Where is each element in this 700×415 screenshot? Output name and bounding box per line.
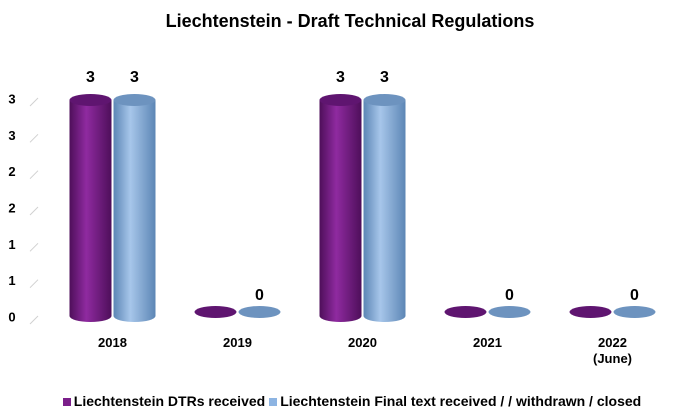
bar xyxy=(113,94,156,322)
y-tick xyxy=(29,242,39,252)
legend-swatch xyxy=(269,398,278,406)
legend: Liechtenstein DTRs received Liechtenstein… xyxy=(0,393,700,409)
data-label: 0 xyxy=(505,287,514,304)
y-tick xyxy=(29,279,39,289)
legend-label: Liechtenstein Final text received / / wi… xyxy=(280,393,642,409)
bar xyxy=(238,306,281,318)
legend-label: Liechtenstein DTRs received xyxy=(73,393,266,409)
bar xyxy=(444,306,487,318)
y-tick xyxy=(29,170,39,180)
bar xyxy=(613,306,656,318)
bar xyxy=(488,306,531,318)
y-tick-label: 0 xyxy=(8,309,15,324)
x-tick-label: 2018 xyxy=(98,335,127,350)
y-tick xyxy=(29,133,39,143)
x-tick-label: 2019 xyxy=(223,335,252,350)
data-label: 0 xyxy=(255,287,264,304)
bar xyxy=(69,94,112,322)
x-tick-label: 2022 (June) xyxy=(593,335,632,366)
x-tick-label: 2020 xyxy=(348,335,377,350)
legend-swatch xyxy=(62,398,71,406)
bar xyxy=(194,306,237,318)
y-tick xyxy=(29,206,39,216)
bar xyxy=(363,94,406,322)
y-tick-label: 1 xyxy=(8,237,15,252)
data-label: 3 xyxy=(336,69,345,86)
data-label: 3 xyxy=(130,69,139,86)
y-tick-label: 3 xyxy=(8,128,15,143)
y-tick xyxy=(29,97,39,107)
y-tick-label: 3 xyxy=(8,91,15,106)
data-label: 3 xyxy=(86,69,95,86)
chart-title: Liechtenstein - Draft Technical Regulati… xyxy=(166,11,535,31)
bar xyxy=(319,94,362,322)
y-tick-label: 1 xyxy=(8,273,15,288)
x-tick-label: 2021 xyxy=(473,335,502,350)
y-tick-label: 2 xyxy=(8,164,15,179)
bar xyxy=(569,306,612,318)
data-label: 3 xyxy=(380,69,389,86)
data-label: 0 xyxy=(630,287,639,304)
chart: Liechtenstein - Draft Technical Regulati… xyxy=(8,11,656,325)
y-tick xyxy=(29,315,39,325)
y-tick-label: 2 xyxy=(8,200,15,215)
